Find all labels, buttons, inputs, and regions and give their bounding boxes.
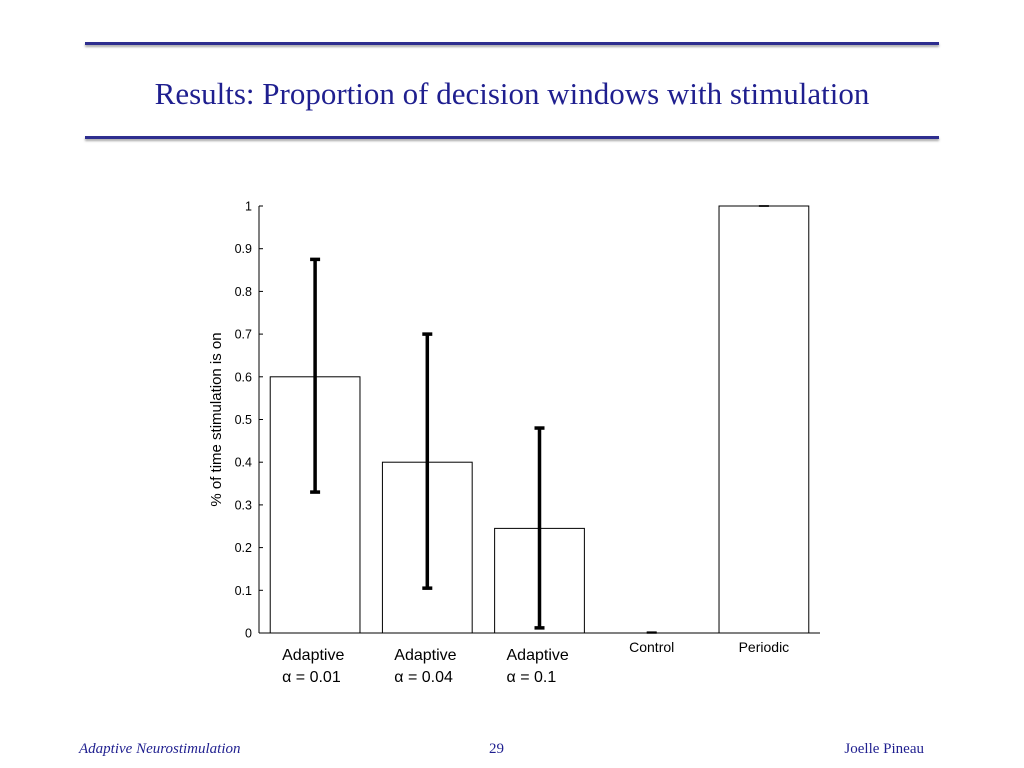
x-tick-label: Adaptive — [282, 647, 344, 664]
y-tick-label: 0.5 — [235, 413, 252, 427]
footer-presentation-title: Adaptive Neurostimulation — [79, 741, 241, 757]
x-tick-label: α = 0.1 — [507, 669, 557, 686]
y-axis-label: % of time stimulation is on — [208, 332, 225, 506]
y-tick-label: 0 — [245, 627, 252, 641]
y-tick-label: 0.9 — [235, 242, 252, 256]
title-rule-top — [85, 42, 939, 45]
y-tick-label: 0.2 — [235, 541, 252, 555]
x-tick-label: Adaptive — [394, 647, 456, 664]
y-tick-label: 1 — [245, 200, 252, 214]
footer-page-number: 29 — [489, 741, 504, 757]
title-rule-bottom — [85, 136, 939, 139]
x-tick-label: Control — [629, 639, 674, 655]
footer-author: Joelle Pineau — [844, 741, 924, 757]
x-tick-label: Adaptive — [507, 647, 569, 664]
y-tick-label: 0.6 — [235, 370, 252, 384]
y-tick-label: 0.7 — [235, 328, 252, 342]
x-tick-label: Periodic — [739, 639, 790, 655]
bar — [718, 205, 810, 634]
x-tick-label: α = 0.01 — [282, 669, 341, 686]
y-tick-label: 0.4 — [235, 456, 252, 470]
x-tick-label: α = 0.04 — [394, 669, 453, 686]
y-tick-label: 0.1 — [235, 584, 252, 598]
slide-title: Results: Proportion of decision windows … — [154, 76, 870, 111]
y-tick-label: 0.8 — [235, 285, 252, 299]
y-tick-label: 0.3 — [235, 498, 252, 512]
